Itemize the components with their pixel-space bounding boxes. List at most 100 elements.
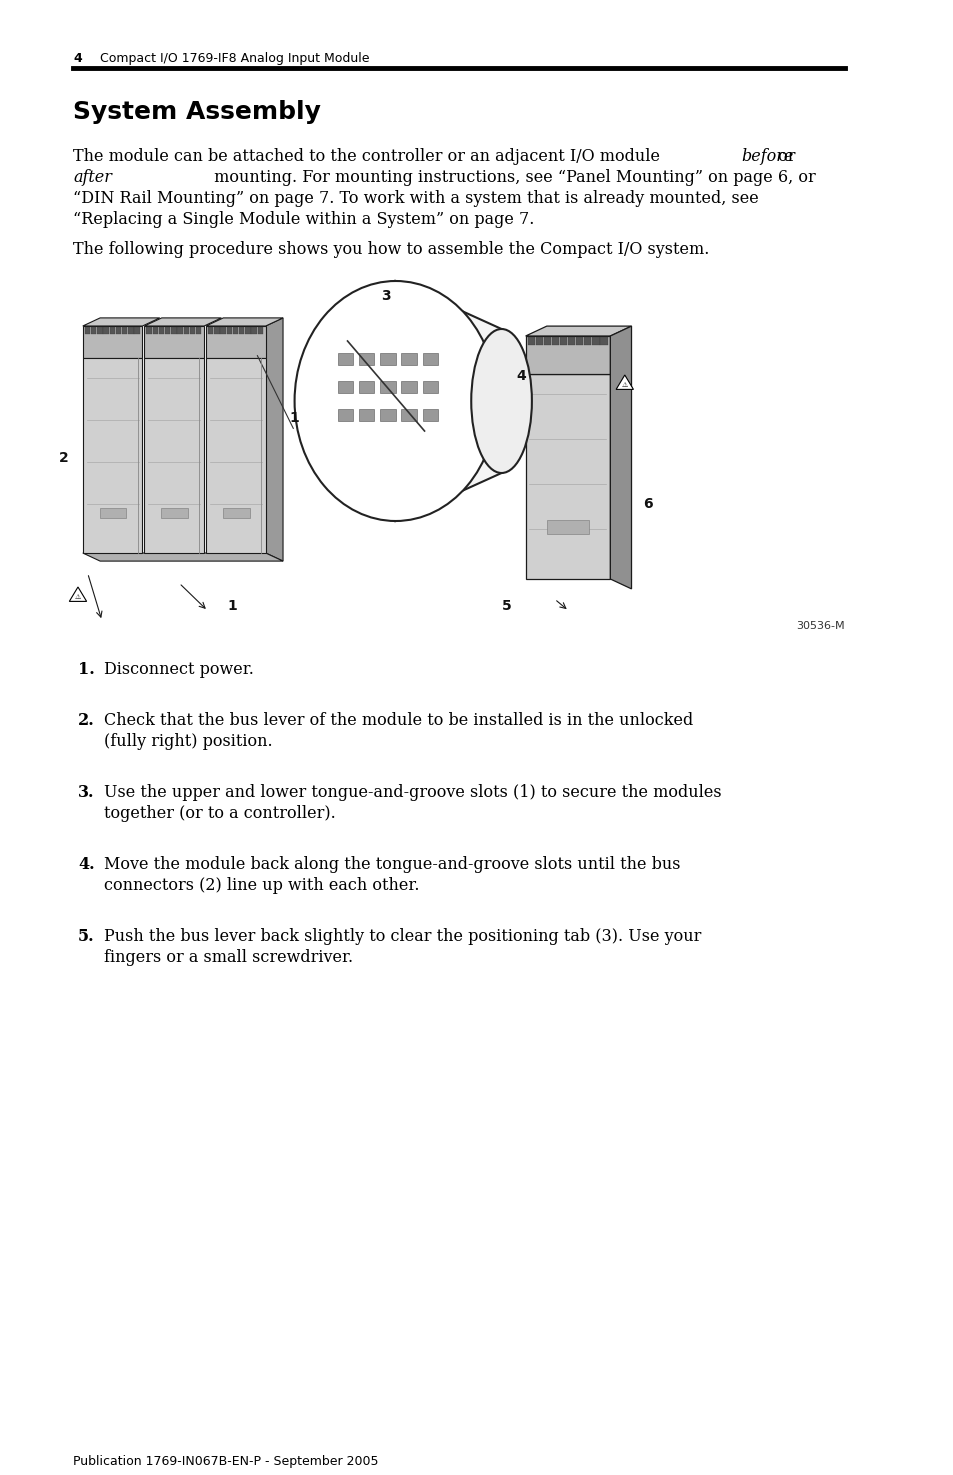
Text: 3: 3 [381,289,391,302]
Text: 1.: 1. [78,661,94,679]
Bar [97,327,103,333]
Bar [183,327,189,333]
Bar [337,381,353,392]
Bar [358,409,375,420]
Bar [220,327,226,333]
Bar [115,327,121,333]
Bar [380,353,395,364]
Bar [103,327,109,333]
Bar [152,327,158,333]
Bar [158,327,164,333]
Bar [422,353,437,364]
Bar [535,336,542,345]
Text: System Assembly: System Assembly [73,100,321,124]
Text: The module can be attached to the controller or an adjacent I/O module: The module can be attached to the contro… [73,148,664,165]
Bar [134,327,140,333]
Polygon shape [616,375,633,389]
Text: Push the bus lever back slightly to clear the positioning tab (3). Use your: Push the bus lever back slightly to clea… [104,928,700,945]
Text: The following procedure shows you how to assemble the Compact I/O system.: The following procedure shows you how to… [73,240,709,258]
Text: 4.: 4. [78,855,94,873]
Polygon shape [266,319,283,560]
Bar [546,521,589,534]
Bar [576,336,583,345]
Bar [171,327,176,333]
Text: after: after [73,170,112,186]
Polygon shape [70,587,87,602]
Text: 1: 1 [290,412,299,425]
Text: fingers or a small screwdriver.: fingers or a small screwdriver. [104,948,353,966]
Bar [358,381,375,392]
Bar [251,327,256,333]
Bar [592,336,598,345]
Bar [195,327,201,333]
Text: 2.: 2. [78,712,94,729]
Bar [583,336,591,345]
Bar [144,358,204,553]
Text: ⚠: ⚠ [74,594,81,600]
Polygon shape [144,319,221,326]
Text: (fully right) position.: (fully right) position. [104,733,273,749]
Bar [358,353,375,364]
Bar [190,327,195,333]
Bar [599,336,607,345]
Bar [91,327,96,333]
Text: Use the upper and lower tongue-and-groove slots (1) to secure the modules: Use the upper and lower tongue-and-groov… [104,785,720,801]
Bar [525,375,610,580]
Text: mounting. For mounting instructions, see “Panel Mounting” on page 6, or: mounting. For mounting instructions, see… [209,170,815,186]
Polygon shape [610,326,631,589]
Bar [122,327,128,333]
Bar [543,336,551,345]
Polygon shape [395,282,501,521]
Bar [245,327,251,333]
Bar [206,326,266,358]
Bar [337,409,353,420]
Ellipse shape [471,329,532,473]
Bar [144,326,204,358]
Polygon shape [83,319,160,326]
Bar [257,327,263,333]
Bar [559,336,567,345]
Bar [525,336,610,375]
Bar [380,381,395,392]
Text: 5.: 5. [78,928,94,945]
Bar [165,327,171,333]
Bar [380,409,395,420]
Text: Disconnect power.: Disconnect power. [104,661,253,679]
Text: 5: 5 [501,599,511,614]
Text: together (or to a controller).: together (or to a controller). [104,805,335,822]
Bar [177,327,183,333]
Bar [161,507,188,518]
Text: 4: 4 [516,369,525,384]
Bar [206,358,266,553]
Bar [146,327,152,333]
Bar [567,336,575,345]
Text: Move the module back along the tongue-and-groove slots until the bus: Move the module back along the tongue-an… [104,855,679,873]
Polygon shape [206,319,283,326]
Bar [213,327,219,333]
Bar [99,507,126,518]
Text: Publication 1769-IN067B-EN-P - September 2005: Publication 1769-IN067B-EN-P - September… [73,1454,378,1468]
Bar [401,381,416,392]
Bar [233,327,238,333]
Bar [337,353,353,364]
Bar [527,336,535,345]
Bar [83,358,142,553]
Text: 4: 4 [73,52,82,65]
Bar [226,327,232,333]
Bar [83,326,142,358]
Text: before: before [740,148,793,165]
Bar [551,336,558,345]
Text: 30536-M: 30536-M [796,621,844,631]
Text: 6: 6 [642,497,652,510]
Bar [401,353,416,364]
Polygon shape [525,326,631,336]
Text: or: or [773,148,795,165]
Text: Check that the bus lever of the module to be installed is in the unlocked: Check that the bus lever of the module t… [104,712,693,729]
Polygon shape [83,553,283,560]
Bar [128,327,133,333]
Bar [422,409,437,420]
Text: ⚠: ⚠ [621,382,627,388]
Bar [110,327,115,333]
Text: Compact I/O 1769-IF8 Analog Input Module: Compact I/O 1769-IF8 Analog Input Module [100,52,369,65]
Bar [422,381,437,392]
